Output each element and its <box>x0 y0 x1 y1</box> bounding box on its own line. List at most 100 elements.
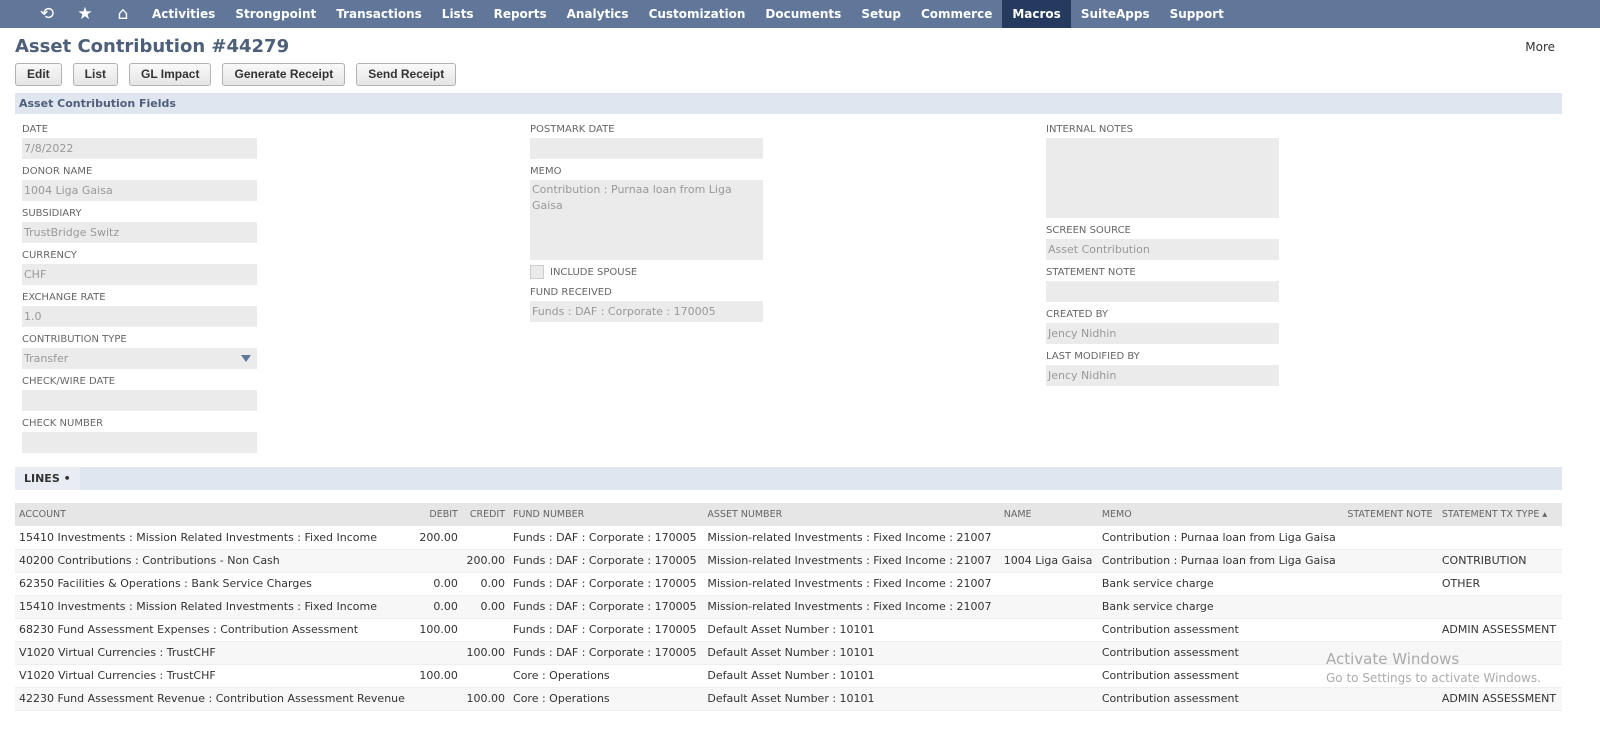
cell-statement-tx-type: OTHER <box>1437 572 1562 596</box>
cell-fund-number: Core : Operations <box>509 664 704 688</box>
cell-credit <box>461 664 510 688</box>
list-button[interactable]: List <box>72 63 119 86</box>
cell-memo: Contribution assessment <box>1097 641 1344 665</box>
cell-credit <box>461 526 510 550</box>
cell-name <box>999 595 1098 619</box>
recent-icon[interactable]: ⟲ <box>39 4 55 24</box>
cell-memo: Contribution assessment <box>1097 664 1344 688</box>
page-title: Asset Contribution #44279 <box>15 36 290 57</box>
cell-account: 15410 Investments : Mission Related Inve… <box>15 526 415 550</box>
statement-note-label: STATEMENT NOTE <box>1046 267 1136 278</box>
check-number-label: CHECK NUMBER <box>22 418 104 429</box>
cell-fund-number: Funds : DAF : Corporate : 170005 <box>509 526 704 550</box>
table-row[interactable]: 62350 Facilities & Operations : Bank Ser… <box>15 572 1562 596</box>
cell-statement-note <box>1343 549 1438 573</box>
cell-fund-number: Funds : DAF : Corporate : 170005 <box>509 641 704 665</box>
donor-label: DONOR NAME <box>22 166 93 177</box>
column-header[interactable]: ASSET NUMBER <box>703 503 1000 526</box>
table-row[interactable]: 68230 Fund Assessment Expenses : Contrib… <box>15 618 1562 642</box>
column-header[interactable]: CREDIT <box>461 503 510 526</box>
contribution-type-select[interactable]: Transfer <box>22 348 257 369</box>
cell-credit: 100.00 <box>461 687 510 711</box>
screen-source-field: Asset Contribution <box>1046 239 1279 260</box>
currency-label: CURRENCY <box>22 250 77 261</box>
cell-credit: 100.00 <box>461 641 510 665</box>
nav-item-reports[interactable]: Reports <box>493 7 547 21</box>
table-row[interactable]: V1020 Virtual Currencies : TrustCHF 100.0… <box>15 641 1562 665</box>
column-header[interactable]: MEMO <box>1097 503 1344 526</box>
cell-account: V1020 Virtual Currencies : TrustCHF <box>15 664 415 688</box>
nav-item-customization[interactable]: Customization <box>648 7 746 21</box>
edit-button[interactable]: Edit <box>15 63 62 86</box>
column-header[interactable]: ACCOUNT <box>15 503 415 526</box>
column-header[interactable]: FUND NUMBER <box>509 503 704 526</box>
nav-item-documents[interactable]: Documents <box>765 7 842 21</box>
currency-field: CHF <box>22 264 257 285</box>
more-menu[interactable]: More <box>1525 40 1555 54</box>
cell-fund-number: Funds : DAF : Corporate : 170005 <box>509 572 704 596</box>
donor-field: 1004 Liga Gaisa <box>22 180 257 201</box>
cell-statement-note <box>1343 618 1438 642</box>
include-spouse-label: INCLUDE SPOUSE <box>550 266 638 278</box>
nav-item-lists[interactable]: Lists <box>441 7 474 21</box>
cell-debit <box>414 549 462 573</box>
column-header[interactable]: DEBIT <box>414 503 462 526</box>
table-row[interactable]: 42230 Fund Assessment Revenue : Contribu… <box>15 687 1562 711</box>
gl-impact-button[interactable]: GL Impact <box>129 63 212 86</box>
cell-credit <box>461 618 510 642</box>
home-icon[interactable]: ⌂ <box>117 4 129 24</box>
cell-name <box>999 618 1098 642</box>
cell-account: 42230 Fund Assessment Revenue : Contribu… <box>15 687 415 711</box>
cell-debit: 0.00 <box>414 572 462 596</box>
cell-credit: 0.00 <box>461 595 510 619</box>
contribution-type-label: CONTRIBUTION TYPE <box>22 334 127 345</box>
nav-item-activities[interactable]: Activities <box>152 7 216 21</box>
created-by-label: CREATED BY <box>1046 309 1109 320</box>
include-spouse-checkbox[interactable] <box>530 265 544 279</box>
column-header[interactable]: NAME <box>999 503 1098 526</box>
nav-item-setup[interactable]: Setup <box>861 7 901 21</box>
nav-item-analytics[interactable]: Analytics <box>566 7 629 21</box>
cell-debit <box>414 687 462 711</box>
cell-statement-note <box>1343 572 1438 596</box>
table-row[interactable]: 40200 Contributions : Contributions - No… <box>15 549 1562 573</box>
tab-lines[interactable]: LINES • <box>15 467 80 490</box>
cell-name: 1004 Liga Gaisa <box>999 549 1098 573</box>
top-nav: ⟲ ★ ⌂ Activities Strongpoint Transactions L… <box>0 0 1600 28</box>
nav-item-strongpoint[interactable]: Strongpoint <box>235 7 317 21</box>
subsidiary-label: SUBSIDIARY <box>22 208 82 219</box>
generate-receipt-button[interactable]: Generate Receipt <box>222 63 346 86</box>
column-header[interactable]: STATEMENT TX TYPE ▴ <box>1437 503 1562 526</box>
cell-debit: 100.00 <box>414 664 462 688</box>
cell-fund-number: Funds : DAF : Corporate : 170005 <box>509 618 704 642</box>
cell-asset-number: Mission-related Investments : Fixed Inco… <box>703 549 1000 573</box>
nav-item-commerce[interactable]: Commerce <box>920 7 993 21</box>
cell-fund-number: Funds : DAF : Corporate : 170005 <box>509 595 704 619</box>
statement-note-field <box>1046 281 1279 302</box>
cell-memo: Bank service charge <box>1097 572 1344 596</box>
nav-item-transactions[interactable]: Transactions <box>336 7 422 21</box>
cell-memo: Bank service charge <box>1097 595 1344 619</box>
subsidiary-field: TrustBridge Switz <box>22 222 257 243</box>
cell-statement-tx-type <box>1437 664 1562 688</box>
screen-source-label: SCREEN SOURCE <box>1046 225 1131 236</box>
fund-received-field: Funds : DAF : Corporate : 170005 <box>530 301 763 322</box>
table-row[interactable]: V1020 Virtual Currencies : TrustCHF 100.0… <box>15 664 1562 688</box>
cell-credit: 200.00 <box>461 549 510 573</box>
cell-asset-number: Default Asset Number : 10101 <box>703 687 1000 711</box>
nav-item-support[interactable]: Support <box>1169 7 1224 21</box>
nav-item-suiteapps[interactable]: SuiteApps <box>1080 7 1150 21</box>
table-row[interactable]: 15410 Investments : Mission Related Inve… <box>15 595 1562 619</box>
star-icon[interactable]: ★ <box>77 4 93 24</box>
cell-debit: 100.00 <box>414 618 462 642</box>
cell-debit: 200.00 <box>414 526 462 550</box>
cell-name <box>999 572 1098 596</box>
section-header: Asset Contribution Fields <box>15 93 1562 114</box>
cell-statement-tx-type <box>1437 641 1562 665</box>
cell-statement-note <box>1343 526 1438 550</box>
contribution-type-value: Transfer <box>24 352 69 365</box>
send-receipt-button[interactable]: Send Receipt <box>356 63 457 86</box>
column-header[interactable]: STATEMENT NOTE <box>1343 503 1438 526</box>
nav-item-macros[interactable]: Macros <box>1002 0 1071 28</box>
table-row[interactable]: 15410 Investments : Mission Related Inve… <box>15 526 1562 550</box>
